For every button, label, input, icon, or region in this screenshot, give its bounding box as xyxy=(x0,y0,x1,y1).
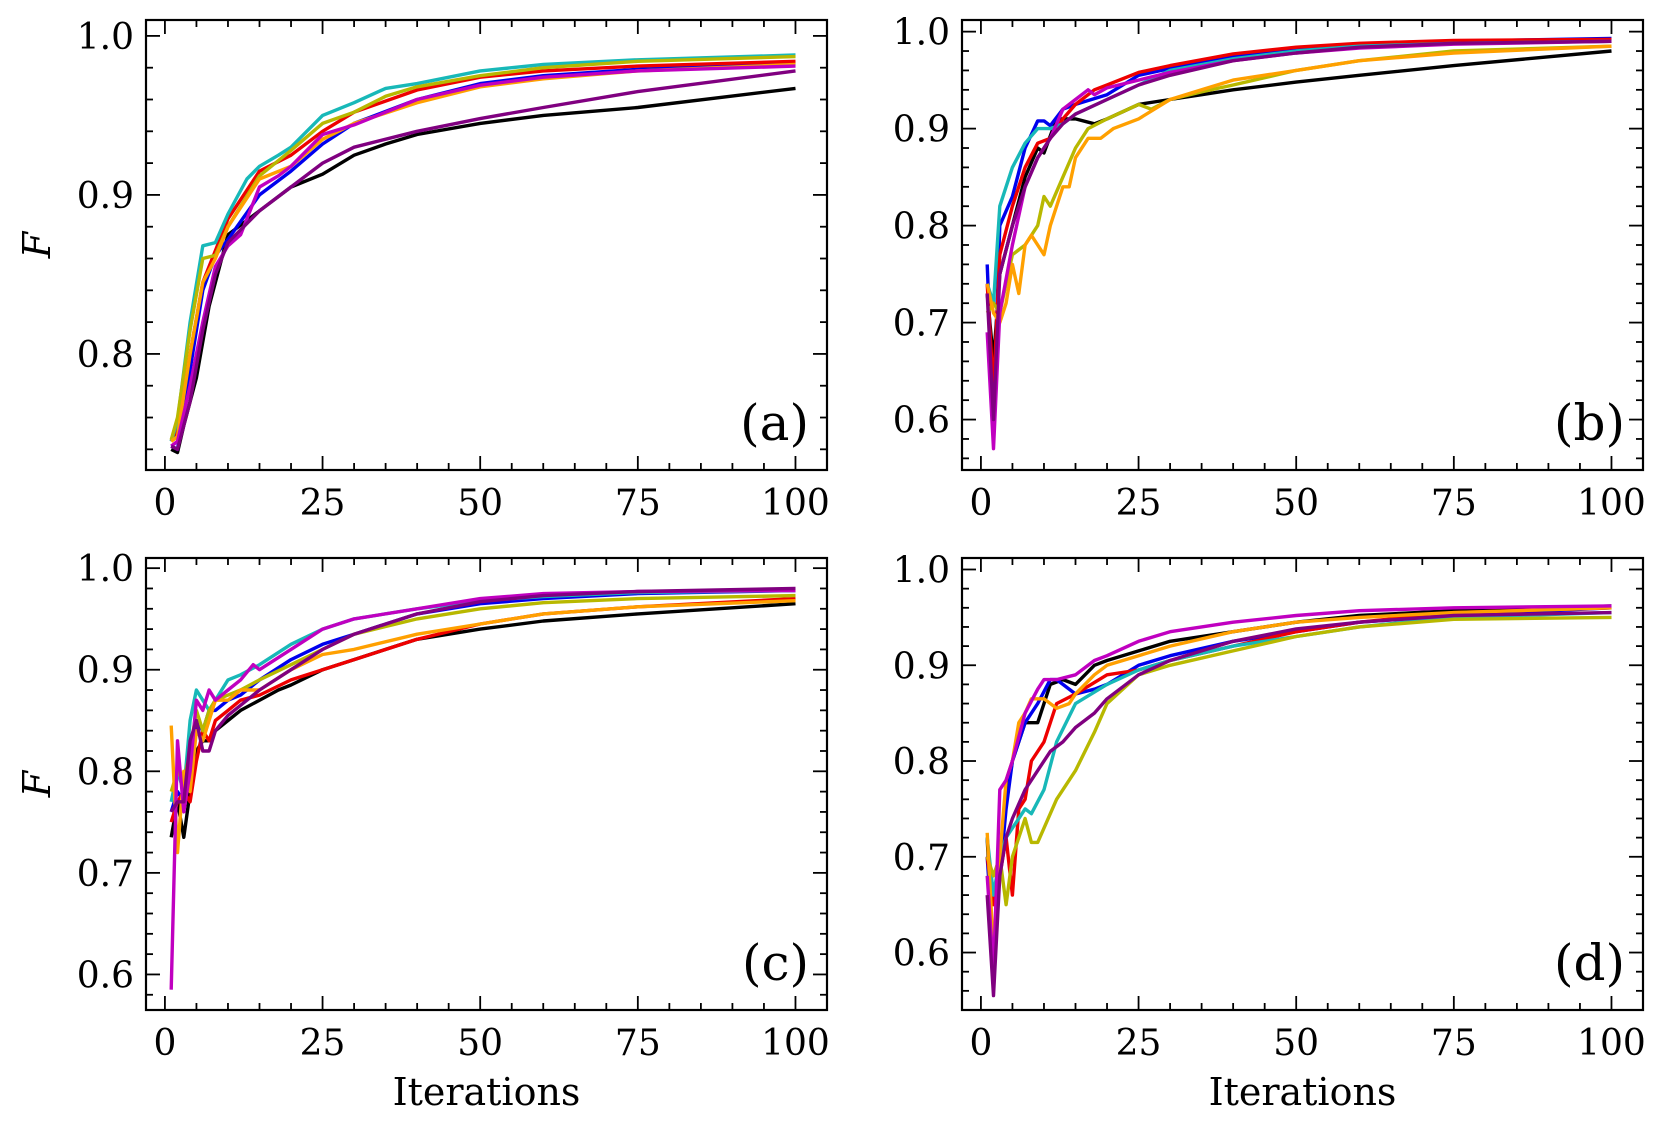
panel-d: 0 25 50 75 100 0.6 0.7 0.8 0.9 1.0 Iterations (d) xyxy=(893,550,1646,1114)
series-line-3 xyxy=(985,610,1612,897)
x-tick-label: 0 xyxy=(153,1023,176,1064)
x-tick-label: 25 xyxy=(1116,483,1162,524)
y-tick-label: 0.6 xyxy=(77,955,134,996)
x-tick-label: 100 xyxy=(1577,1023,1646,1064)
series-line-7 xyxy=(985,39,1612,422)
x-tick-label: 100 xyxy=(761,1023,830,1064)
x-axis-label: Iterations xyxy=(393,1070,581,1114)
y-tick-label: 1.0 xyxy=(77,17,134,58)
plot-frame xyxy=(960,18,1645,472)
tick-marks xyxy=(146,20,828,470)
series-line-3 xyxy=(169,53,796,442)
x-tick-label: 50 xyxy=(1273,1023,1319,1064)
series-line-2 xyxy=(985,37,1612,393)
panel-label: (c) xyxy=(742,934,809,992)
series-line-6 xyxy=(169,588,796,990)
panel-a: 0 25 50 75 100 0.8 0.9 1.0 F (a) xyxy=(15,17,830,524)
x-tick-label: 75 xyxy=(615,1023,661,1064)
series-line-7 xyxy=(985,610,1612,998)
series-line-0 xyxy=(169,602,796,839)
x-tick-label: 50 xyxy=(1273,483,1319,524)
series-line-2 xyxy=(169,596,796,823)
x-tick-label: 75 xyxy=(1431,483,1477,524)
x-tick-label: 0 xyxy=(153,483,176,524)
y-tick-label: 0.7 xyxy=(893,304,950,345)
x-axis-label: Iterations xyxy=(1209,1070,1397,1114)
series-line-0 xyxy=(985,604,1612,974)
series-group xyxy=(985,36,1612,451)
y-tick-label: 0.7 xyxy=(893,838,950,879)
series-line-4 xyxy=(985,44,1612,315)
series-line-5 xyxy=(985,44,1612,325)
y-tick-label: 0.8 xyxy=(893,742,950,783)
x-tick-label: 100 xyxy=(761,483,830,524)
series-line-1 xyxy=(985,606,1612,955)
panel-label: (a) xyxy=(740,394,809,452)
series-line-7 xyxy=(169,586,796,813)
y-tick-label: 0.6 xyxy=(893,401,950,442)
plot-frame xyxy=(960,556,1645,1012)
x-tick-label: 25 xyxy=(300,1023,346,1064)
series-group xyxy=(169,53,796,455)
series-line-1 xyxy=(170,61,796,451)
x-tick-label: 75 xyxy=(1431,1023,1477,1064)
plot-frame xyxy=(144,18,829,472)
series-line-5 xyxy=(170,62,796,443)
y-tick-label: 0.6 xyxy=(893,934,950,975)
x-tick-label: 75 xyxy=(615,483,661,524)
y-tick-label: 0.8 xyxy=(77,752,134,793)
panel-label: (b) xyxy=(1554,394,1625,452)
panel-c: 0 25 50 75 100 0.6 0.7 0.8 0.9 1.0 F Iterations (c) xyxy=(15,549,830,1114)
y-tick-label: 1.0 xyxy=(893,13,950,54)
tick-marks xyxy=(146,558,828,1010)
series-group xyxy=(985,604,1612,998)
y-axis-label: F xyxy=(15,769,59,798)
x-tick-label: 50 xyxy=(457,1023,503,1064)
y-tick-label: 1.0 xyxy=(77,549,134,590)
y-tick-label: 0.9 xyxy=(893,110,950,151)
series-line-4 xyxy=(169,54,796,441)
panel-label: (d) xyxy=(1554,934,1625,992)
y-tick-label: 1.0 xyxy=(893,550,950,591)
series-line-0 xyxy=(170,86,796,455)
y-tick-label: 0.9 xyxy=(77,176,134,217)
y-tick-label: 0.7 xyxy=(77,854,134,895)
y-tick-label: 0.8 xyxy=(77,335,134,376)
tick-marks xyxy=(962,20,1644,470)
x-tick-label: 0 xyxy=(969,1023,992,1064)
series-line-4 xyxy=(985,615,1612,907)
series-line-5 xyxy=(169,599,796,855)
tick-marks xyxy=(962,558,1644,1011)
series-line-7 xyxy=(170,69,796,451)
x-tick-label: 25 xyxy=(300,483,346,524)
y-tick-label: 0.8 xyxy=(893,207,950,248)
series-group xyxy=(169,586,796,990)
series-line-6 xyxy=(170,64,796,448)
series-line-6 xyxy=(985,604,1612,974)
plot-frame xyxy=(144,556,829,1012)
y-tick-label: 0.9 xyxy=(893,646,950,687)
series-line-0 xyxy=(985,49,1612,364)
x-tick-label: 100 xyxy=(1577,483,1646,524)
x-tick-label: 25 xyxy=(1116,1023,1162,1064)
x-tick-label: 50 xyxy=(457,483,503,524)
y-tick-label: 0.9 xyxy=(77,651,134,692)
y-axis-label: F xyxy=(15,230,59,259)
panel-b: 0 25 50 75 100 0.6 0.7 0.8 0.9 1.0 (b) xyxy=(893,13,1646,524)
x-tick-label: 0 xyxy=(969,483,992,524)
series-line-5 xyxy=(985,606,1612,955)
